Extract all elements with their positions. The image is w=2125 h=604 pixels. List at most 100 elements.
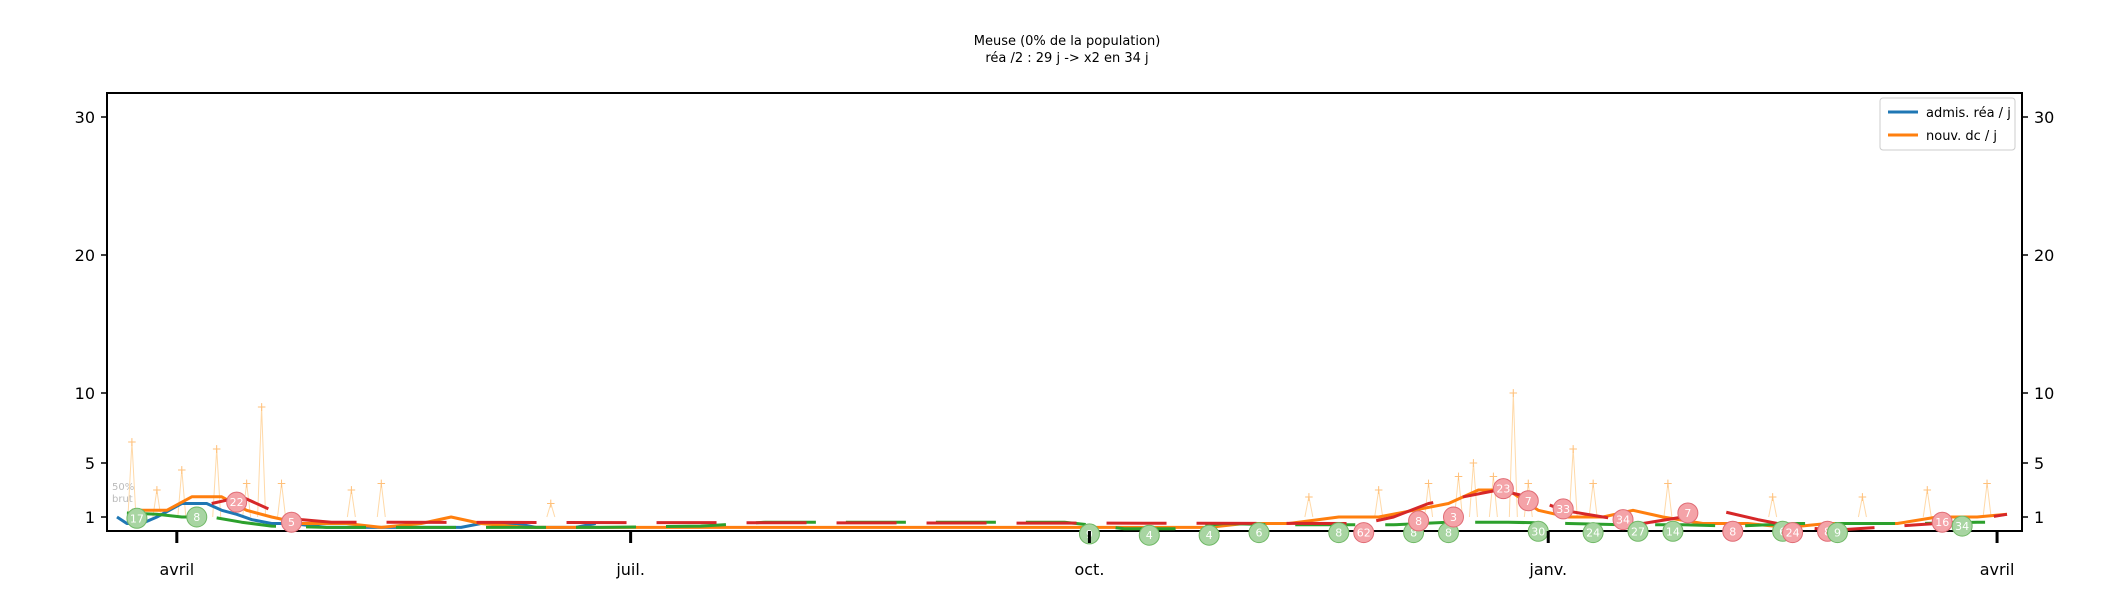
raw-spike-marker: + bbox=[1304, 490, 1314, 504]
raw-spike-marker: + bbox=[1523, 476, 1533, 490]
percent-label-brut: brut bbox=[112, 494, 133, 505]
bubble-label: 24 bbox=[1586, 527, 1600, 540]
raw-spike bbox=[1588, 483, 1598, 518]
bubble-marker bbox=[1662, 520, 1684, 542]
y-tick-label-right: 5 bbox=[2034, 454, 2044, 473]
y-tick-label-left: 10 bbox=[75, 384, 95, 403]
bubble-label: 30 bbox=[1531, 525, 1545, 538]
plot-frame bbox=[106, 92, 2023, 532]
raw-spike bbox=[376, 483, 386, 518]
bubble-label: 4 bbox=[1206, 529, 1213, 542]
x-axis: avril juil. oct. janv. avril bbox=[159, 531, 2014, 579]
bubble-marker bbox=[186, 506, 208, 528]
spikes-layer: + + + + + + + + + + + + + + + + + + + + + + + + + bbox=[127, 386, 1992, 518]
bubble-marker bbox=[1931, 511, 1953, 533]
bubble-label: 8 bbox=[1335, 527, 1342, 540]
raw-spike bbox=[1468, 462, 1478, 518]
raw-spike-marker: + bbox=[127, 435, 137, 449]
raw-spike bbox=[277, 483, 287, 518]
bubble-label: 5 bbox=[288, 516, 295, 529]
raw-spike-marker: + bbox=[1588, 476, 1598, 490]
raw-spike-marker: + bbox=[152, 483, 162, 497]
raw-spike-marker: + bbox=[1508, 386, 1518, 400]
bubble-marker bbox=[1198, 524, 1220, 546]
raw-spike bbox=[1982, 483, 1992, 518]
bubble-marker bbox=[1442, 506, 1464, 528]
x-tick-label: avril bbox=[1980, 560, 2015, 579]
x-tick-label: oct. bbox=[1074, 560, 1104, 579]
bubble-label: 33 bbox=[1556, 503, 1570, 516]
y-axis: 1 1 5 5 10 10 20 20 30 30 bbox=[75, 108, 2055, 527]
legend: admis. réa / j nouv. dc / j bbox=[1879, 97, 2016, 151]
raw-spike-marker: + bbox=[376, 476, 386, 490]
bubble-marker bbox=[1552, 498, 1574, 520]
x-tick-label: avril bbox=[159, 560, 194, 579]
bubble-marker bbox=[1408, 510, 1430, 532]
bubble-marker bbox=[126, 507, 148, 529]
x-tick-label: juil. bbox=[615, 560, 645, 579]
y-tick-label-left: 1 bbox=[85, 508, 95, 527]
bubble-marker bbox=[1582, 522, 1604, 544]
bubble-label: 7 bbox=[1684, 507, 1691, 520]
raw-spike-marker: + bbox=[257, 400, 267, 414]
legend-label-admis: admis. réa / j bbox=[1926, 106, 2011, 121]
bubble-label: 17 bbox=[130, 512, 144, 525]
bubble-label: 8 bbox=[1445, 527, 1452, 540]
bubble-label: 8 bbox=[193, 511, 200, 524]
raw-spike bbox=[1374, 489, 1384, 518]
bubble-marker bbox=[1782, 522, 1804, 544]
raw-spike bbox=[257, 406, 267, 518]
bubble-label: 8 bbox=[1410, 527, 1417, 540]
y-tick-label-right: 1 bbox=[2034, 508, 2044, 527]
y-tick-label-left: 20 bbox=[75, 246, 95, 265]
percent-label-50: 50% bbox=[112, 482, 134, 493]
raw-spike bbox=[1508, 392, 1518, 518]
plot-area: 50% brut + + + + + + + + + + + + + + + + + + + + + + + + + 17 8 22… bbox=[106, 92, 2023, 546]
y-tick-label-left: 5 bbox=[85, 454, 95, 473]
bubble-label: 4 bbox=[1146, 529, 1153, 542]
series-layer bbox=[116, 488, 2008, 532]
y-tick-label-right: 30 bbox=[2034, 108, 2054, 127]
y-tick-label-right: 10 bbox=[2034, 384, 2054, 403]
raw-spike bbox=[177, 469, 187, 518]
raw-spike-marker: + bbox=[1468, 456, 1478, 470]
raw-spike-marker: + bbox=[177, 463, 187, 477]
raw-spike bbox=[1857, 496, 1867, 518]
raw-spike bbox=[546, 501, 556, 518]
raw-spike-marker: + bbox=[1857, 490, 1867, 504]
bubble-label: 62 bbox=[1357, 527, 1371, 540]
raw-spike-marker: + bbox=[277, 476, 287, 490]
bubble-marker bbox=[1826, 522, 1848, 544]
raw-spike bbox=[1568, 448, 1578, 518]
raw-spike bbox=[1453, 476, 1463, 518]
bubble-label: 7 bbox=[1525, 495, 1532, 508]
raw-spike bbox=[346, 489, 356, 518]
y-tick-label-right: 20 bbox=[2034, 246, 2054, 265]
bubble-label: 34 bbox=[1955, 520, 1969, 533]
chart-title: Meuse (0% de la population) bbox=[974, 34, 1161, 49]
bubble-marker bbox=[281, 511, 303, 533]
raw-spike bbox=[212, 448, 222, 518]
bubble-label: 3 bbox=[1450, 511, 1457, 524]
raw-spike-marker: + bbox=[242, 476, 252, 490]
bubble-marker bbox=[1627, 520, 1649, 542]
raw-spike-marker: + bbox=[1663, 476, 1673, 490]
raw-spike bbox=[127, 441, 137, 518]
percent-labels: 50% brut bbox=[112, 482, 134, 505]
raw-spike-marker: + bbox=[1768, 490, 1778, 504]
bubble-marker bbox=[226, 491, 248, 513]
raw-spike-marker: + bbox=[1982, 476, 1992, 490]
raw-spike-marker: + bbox=[212, 442, 222, 456]
x-tick-label: janv. bbox=[1528, 560, 1567, 579]
series-line-2 bbox=[126, 511, 2007, 531]
raw-spike bbox=[152, 489, 162, 518]
raw-spike bbox=[1922, 489, 1932, 518]
bubble-marker bbox=[1722, 520, 1744, 542]
raw-spike bbox=[1768, 496, 1778, 518]
bubble-marker bbox=[1951, 515, 1973, 537]
bubble-label: 22 bbox=[230, 496, 244, 509]
bubble-label: 8 bbox=[1415, 515, 1422, 528]
bubble-label: 8 bbox=[1729, 525, 1736, 538]
raw-spike-marker: + bbox=[1424, 476, 1434, 490]
